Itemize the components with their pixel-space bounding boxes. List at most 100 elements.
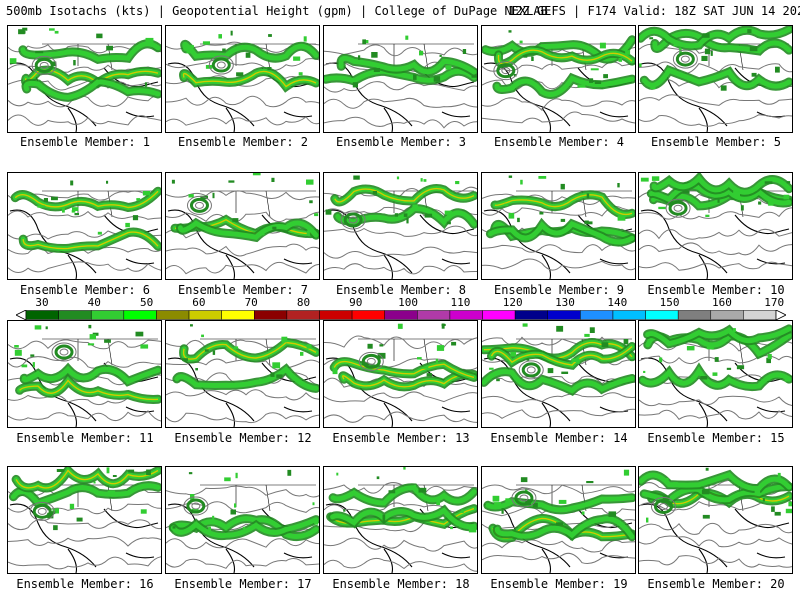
isotach-fragment: [371, 52, 378, 58]
ensemble-map-graphic: [482, 175, 635, 279]
isotach-fragment: [232, 218, 239, 222]
closed-low-contour: [361, 353, 381, 369]
isotach-fragment: [577, 84, 586, 88]
isotach-fragment: [53, 525, 58, 531]
isotach-fragment: [754, 489, 760, 494]
closed-low-contour: [59, 348, 69, 356]
ensemble-map-graphic: [324, 175, 477, 279]
isotach-fragment: [413, 484, 416, 490]
ensemble-map-graphic: [8, 324, 161, 427]
coastline: [325, 209, 475, 279]
ensemble-map-graphic: [8, 180, 161, 279]
height-contour: [482, 392, 635, 403]
ensemble-map-panel: [481, 25, 636, 133]
isotach-fragment: [367, 343, 373, 349]
isotach-core: [182, 70, 317, 88]
height-contour: [639, 395, 792, 407]
ensemble-member-caption: Ensemble Member: 6: [19, 283, 151, 297]
closed-low-contour: [189, 197, 209, 213]
isotach-fragment: [287, 469, 292, 476]
colorbar-segment: [90, 310, 125, 320]
isotach-fragment: [145, 37, 154, 43]
ensemble-map-graphic: [639, 173, 792, 279]
isotach-fragment: [496, 378, 500, 382]
isotach-fragment: [658, 206, 666, 210]
isotach-fragment: [37, 205, 45, 208]
isotach-core: [19, 379, 159, 401]
isotach-fragment: [21, 364, 28, 368]
isotach-fragment: [272, 362, 281, 369]
isotach-fragment: [14, 349, 22, 356]
closed-low-contour: [216, 61, 226, 69]
ensemble-map-panel: [323, 320, 478, 428]
colorbar-segment: [221, 310, 255, 320]
isotach-fragment: [71, 210, 76, 213]
isotach-fragment: [664, 478, 669, 482]
isotach-fragment: [704, 48, 711, 55]
colorbar-segment: [286, 310, 320, 320]
isotach-fragment: [433, 76, 441, 82]
closed-low-contour: [343, 212, 363, 228]
isotach-fragment: [373, 68, 380, 72]
isotach-fragment: [589, 78, 594, 83]
isotach-fragment: [617, 183, 620, 188]
ensemble-member-caption: Ensemble Member: 11: [16, 431, 154, 445]
isotach-fragment: [34, 325, 42, 330]
height-contour: [166, 485, 319, 498]
isotach-fragment: [590, 68, 599, 71]
isotach-fragment: [623, 469, 630, 476]
ensemble-map-panel: [165, 466, 320, 574]
isotach-fragment: [132, 215, 139, 221]
colorbar-segment: [417, 310, 451, 320]
isotach-fragment: [418, 487, 427, 493]
isotach-fragment: [140, 509, 147, 514]
isotach-fragment: [230, 509, 236, 515]
colorbar-tick-label: 90: [349, 296, 363, 309]
isotach-fragment: [276, 374, 283, 378]
isotach-fragment: [314, 213, 319, 217]
height-contour: [166, 95, 319, 108]
isotach-fragment: [701, 489, 710, 495]
closed-low-contour: [680, 55, 690, 63]
isotach-fragment: [135, 331, 144, 337]
height-contour: [639, 355, 792, 365]
ensemble-map-panel: [323, 25, 478, 133]
isotach-core: [334, 187, 475, 203]
isotach-fragment: [190, 324, 193, 327]
isotach-fragment: [186, 49, 195, 54]
isotach-fragment: [589, 327, 595, 333]
isotach-core: [182, 341, 317, 360]
height-contour: [8, 94, 161, 108]
isotach-fragment: [650, 84, 656, 89]
isotach-band-inner: [330, 507, 477, 530]
height-contour: [324, 246, 477, 259]
ensemble-map-graphic: [482, 30, 635, 132]
isotach-fragment: [468, 526, 477, 533]
ensemble-map-graphic: [639, 467, 792, 573]
isotach-fragment: [702, 514, 710, 519]
isotach-fragment: [526, 358, 530, 361]
colorbar-strip: [16, 310, 786, 320]
closed-low-contour: [519, 494, 529, 502]
isotach-fragment: [586, 193, 590, 199]
ensemble-map-panel: [323, 466, 478, 574]
isotach-fragment: [420, 178, 423, 182]
ensemble-map-panel: [481, 466, 636, 574]
isotach-fragment: [9, 58, 17, 64]
isotach-fragment: [97, 231, 102, 235]
isotach-fragment: [762, 498, 765, 502]
isotach-fragment: [558, 499, 567, 504]
ensemble-map-panel: [7, 25, 162, 133]
height-contour: [166, 389, 319, 401]
ensemble-map-graphic: [639, 26, 792, 132]
height-contour: [482, 258, 635, 271]
coastline: [325, 503, 475, 573]
isotach-band-inner: [20, 41, 161, 62]
isotach-fragment: [783, 194, 790, 200]
isotach-fragment: [69, 503, 75, 509]
isotach-fragment: [106, 45, 113, 51]
isotach-fragment: [104, 339, 111, 343]
isotach-fragment: [651, 176, 660, 181]
isotach-fragment: [450, 526, 453, 530]
closed-low-contour: [501, 67, 511, 75]
